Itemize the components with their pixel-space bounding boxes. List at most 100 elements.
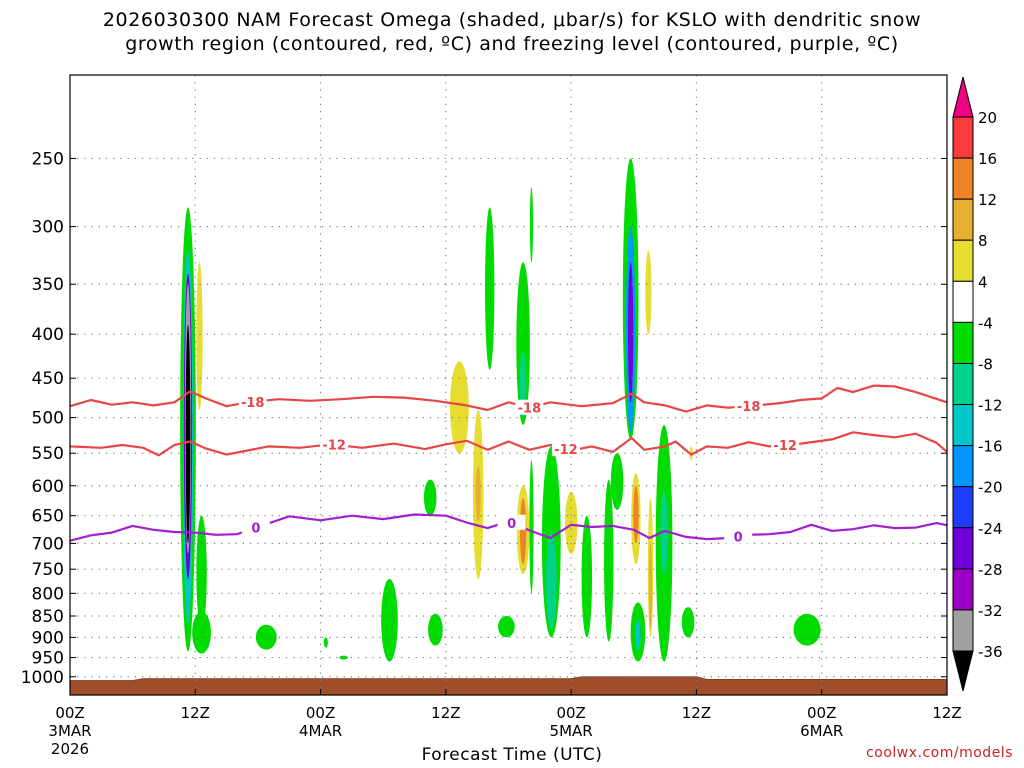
y-tick-label: 450 [32, 369, 64, 389]
y-tick-label: 900 [32, 628, 64, 648]
colorbar-box [952, 157, 974, 200]
plot-area: -18 -18 -18 -12 -12 -12 0 0 0 [70, 75, 947, 695]
omega-cell-24 [529, 187, 534, 263]
omega-cell-8 [255, 624, 277, 650]
omega-cell-40 [645, 250, 652, 335]
y-tick-label: 500 [32, 409, 64, 429]
colorbar-label: -36 [978, 643, 1003, 661]
omega-cell-39 [648, 543, 653, 629]
colorbar-box [952, 280, 974, 323]
ground-surface [70, 676, 947, 695]
contour-label: 0 [734, 530, 743, 545]
x-tick-date: 4MAR [299, 722, 342, 740]
omega-cell-37 [635, 620, 641, 650]
y-tick-label: 400 [32, 325, 64, 345]
omega-cell-17 [485, 207, 495, 370]
contour-label: -18 [737, 400, 761, 415]
omega-cell-12 [423, 479, 437, 516]
omega-cell-23 [529, 459, 534, 594]
y-tick-label: 600 [32, 477, 64, 497]
omega-cell-10 [339, 655, 348, 660]
colorbar-label: -12 [978, 397, 1003, 415]
colorbar-box [952, 527, 974, 570]
colorbar-label: -32 [978, 602, 1003, 620]
colorbar-box [952, 362, 974, 406]
omega-cell-27 [564, 491, 578, 554]
colorbar-box [952, 239, 974, 282]
colorbar-box [952, 404, 974, 447]
x-tick-label: 12Z [932, 704, 961, 722]
omega-cell-42 [660, 491, 668, 575]
x-tick-label: 12Z [431, 704, 460, 722]
omega-cell-28 [581, 515, 593, 638]
chart-title-line1: 2026030300 NAM Forecast Omega (shaded, μ… [102, 9, 922, 31]
omega-cell-26 [546, 532, 557, 629]
omega-cell-4 [185, 324, 191, 544]
colorbar-box [952, 568, 974, 611]
contour-label: -12 [773, 439, 797, 454]
x-tick-date: 5MAR [550, 722, 593, 740]
omega-cell-6 [196, 515, 207, 629]
omega-cell-33 [628, 262, 634, 403]
contour-label: -18 [241, 396, 265, 411]
colorbar-label: -20 [978, 479, 1003, 497]
contour-label-bg [238, 393, 267, 409]
contour-label-bg [497, 514, 526, 530]
x-tick-label: 00Z [306, 704, 335, 722]
contour-label-bg [320, 436, 349, 452]
omega-cell-13 [428, 613, 443, 646]
omega-cell-16 [475, 466, 481, 522]
y-tick-label: 350 [32, 275, 64, 295]
contour-label-bg [241, 519, 270, 535]
plot-frame [69, 74, 948, 696]
y-tick-label: 550 [32, 444, 64, 464]
colorbar-box [952, 116, 974, 159]
omega-cell-18 [498, 615, 515, 638]
colorbar-label: 20 [978, 109, 997, 127]
colorbar-label: -16 [978, 438, 1003, 456]
colorbar-box [952, 609, 974, 652]
colorbar-box [952, 321, 974, 364]
colorbar-box [952, 198, 974, 241]
credit-link[interactable]: coolwx.com/models [866, 745, 1013, 761]
omega-cell-22 [519, 498, 527, 565]
y-tick-label: 1000 [21, 668, 64, 688]
contour-line--12 [70, 431, 947, 457]
x-tick-label: 00Z [556, 704, 585, 722]
x-tick-date: 6MAR [800, 722, 843, 740]
y-tick-label: 300 [32, 218, 64, 238]
y-tick-label: 700 [32, 534, 64, 554]
y-tick-label: 250 [32, 149, 64, 169]
contour-label-bg [771, 436, 800, 452]
omega-cell-35 [633, 485, 639, 544]
contour-label-bg [515, 399, 544, 415]
x-tick-label: 12Z [181, 704, 210, 722]
omega-cell-45 [793, 613, 821, 646]
colorbar-label: 8 [978, 232, 988, 250]
x-tick-year: 2026 [51, 740, 89, 758]
x-tick-label: 00Z [55, 704, 84, 722]
omega-cell-9 [323, 637, 328, 648]
x-tick-date: 3MAR [48, 722, 91, 740]
colorbar-label: -4 [978, 314, 993, 332]
y-tick-label: 950 [32, 649, 64, 669]
omega-cell-14 [450, 361, 469, 454]
y-tick-label: 750 [32, 560, 64, 580]
contour-label: -12 [322, 439, 346, 454]
contour-label: 0 [507, 517, 516, 532]
colorbar-top-triangle [952, 76, 974, 118]
contour-label: -12 [554, 443, 578, 458]
colorbar-label: -8 [978, 355, 993, 373]
omega-cell-29 [604, 479, 614, 642]
y-tick-label: 850 [32, 607, 64, 627]
y-tick-label: 800 [32, 584, 64, 604]
omega-cell-19 [516, 262, 530, 425]
omega-cell-7 [192, 611, 211, 654]
colorbar-box [952, 486, 974, 529]
x-tick-label: 00Z [807, 704, 836, 722]
colorbar-bottom-triangle [952, 650, 974, 692]
contour-line-0 [70, 513, 947, 542]
colorbar-label: -28 [978, 561, 1003, 579]
plot-background [70, 75, 947, 695]
